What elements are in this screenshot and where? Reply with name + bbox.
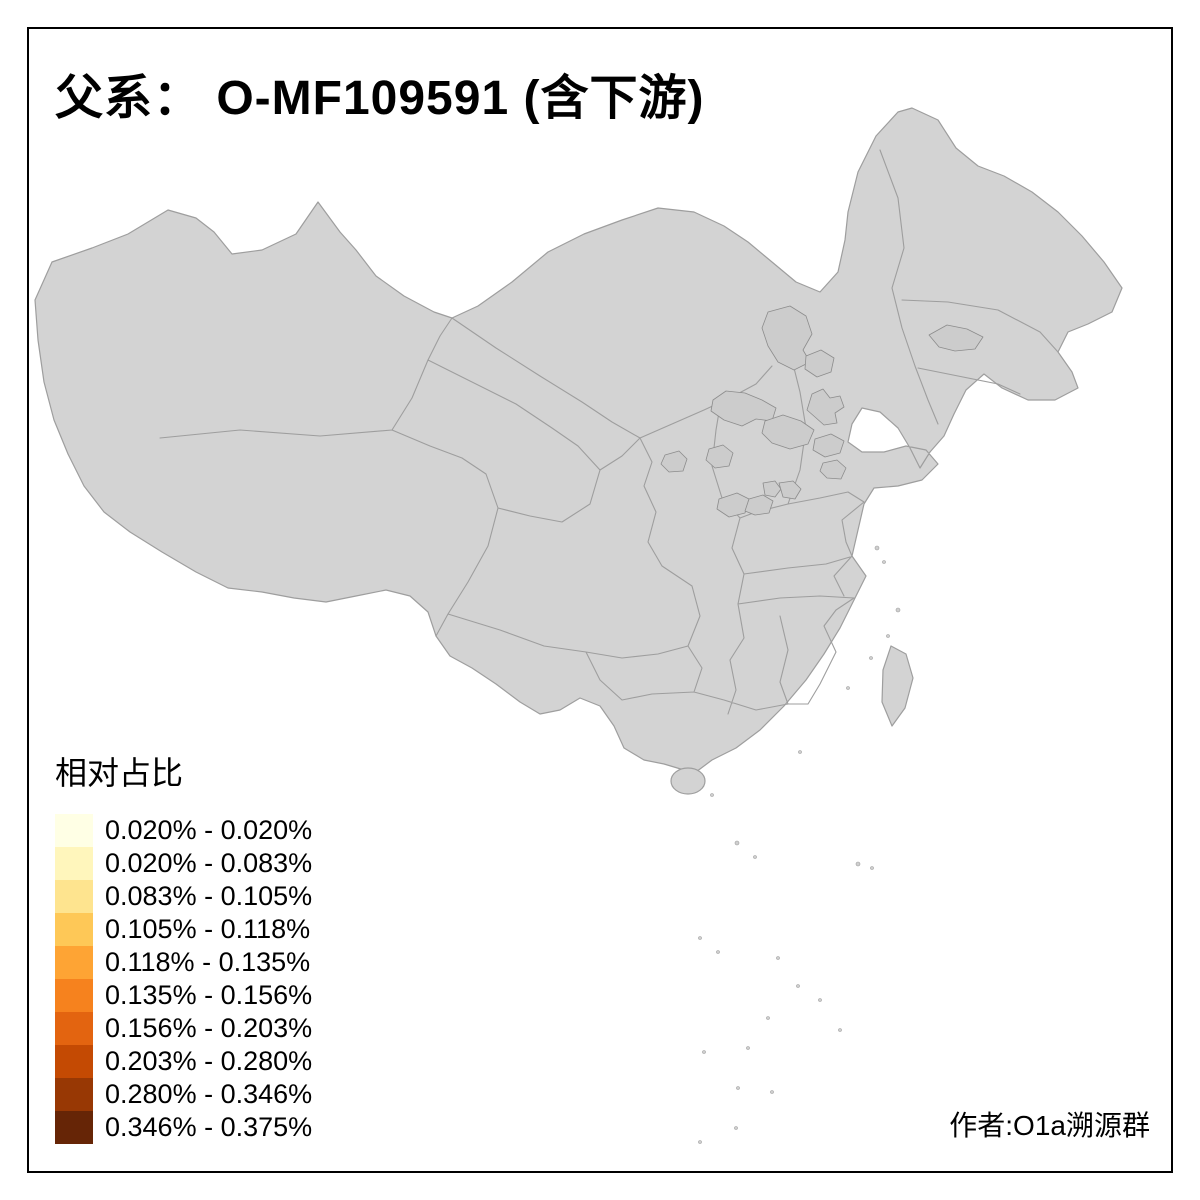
legend-row: 0.135% - 0.156% — [55, 979, 312, 1012]
south-china-sea-islands — [698, 545, 901, 1144]
legend-label-6: 0.156% - 0.203% — [105, 1013, 313, 1043]
taiwan-island — [881, 645, 914, 727]
legend-swatch-4 — [55, 946, 93, 979]
legend-row: 0.118% - 0.135% — [55, 946, 312, 979]
legend-items: 0.020% - 0.020% 0.020% - 0.083% 0.083% -… — [55, 814, 312, 1144]
colored-region-10 — [744, 494, 774, 516]
legend-row: 0.346% - 0.375% — [55, 1111, 312, 1144]
colored-region-1 — [804, 349, 835, 378]
mainland-china-shape — [34, 107, 1123, 789]
map-title: 父系： O-MF109591 (含下游) — [55, 72, 705, 125]
legend-label-2: 0.083% - 0.105% — [105, 881, 313, 911]
legend-row: 0.083% - 0.105% — [55, 880, 312, 913]
legend-row: 0.020% - 0.083% — [55, 847, 312, 880]
colored-region-12 — [778, 480, 802, 500]
legend-swatch-6 — [55, 1012, 93, 1045]
legend-label-4: 0.118% - 0.135% — [105, 947, 311, 977]
colored-region-13 — [928, 324, 984, 352]
legend-swatch-5 — [55, 979, 93, 1012]
colored-region-4 — [806, 388, 845, 426]
plot-frame — [27, 27, 1173, 1173]
hainan-island — [670, 767, 706, 795]
legend-swatch-2 — [55, 880, 93, 913]
legend-label-9: 0.346% - 0.375% — [105, 1112, 313, 1142]
legend-swatch-8 — [55, 1078, 93, 1111]
attribution-text: 作者:O1a溯源群 — [949, 1110, 1150, 1141]
legend-row: 0.280% - 0.346% — [55, 1078, 312, 1111]
colored-region-8 — [660, 450, 688, 473]
legend-row: 0.156% - 0.203% — [55, 1012, 312, 1045]
legend-label-7: 0.203% - 0.280% — [105, 1046, 313, 1076]
legend-swatch-1 — [55, 847, 93, 880]
colored-region-11 — [762, 480, 782, 498]
legend-swatch-9 — [55, 1111, 93, 1144]
legend-swatch-0 — [55, 814, 93, 847]
legend-label-3: 0.105% - 0.118% — [105, 914, 311, 944]
legend-label-5: 0.135% - 0.156% — [105, 980, 313, 1010]
legend-row: 0.105% - 0.118% — [55, 913, 312, 946]
legend-title: 相对占比 — [55, 755, 184, 791]
legend-row: 0.203% - 0.280% — [55, 1045, 312, 1078]
legend-label-0: 0.020% - 0.020% — [105, 815, 313, 845]
colored-region-3 — [761, 414, 815, 450]
colored-region-9 — [716, 492, 750, 518]
legend-row: 0.020% - 0.020% — [55, 814, 312, 847]
colored-region-5 — [812, 433, 845, 458]
colored-region-7 — [705, 444, 734, 469]
colored-region-6 — [819, 459, 847, 480]
legend: 相对占比 0.020% - 0.020% 0.020% - 0.083% 0.0… — [55, 748, 312, 1144]
legend-label-8: 0.280% - 0.346% — [105, 1079, 313, 1109]
legend-swatch-7 — [55, 1045, 93, 1078]
legend-swatch-3 — [55, 913, 93, 946]
legend-label-1: 0.020% - 0.083% — [105, 848, 313, 878]
colored-regions — [660, 305, 984, 518]
